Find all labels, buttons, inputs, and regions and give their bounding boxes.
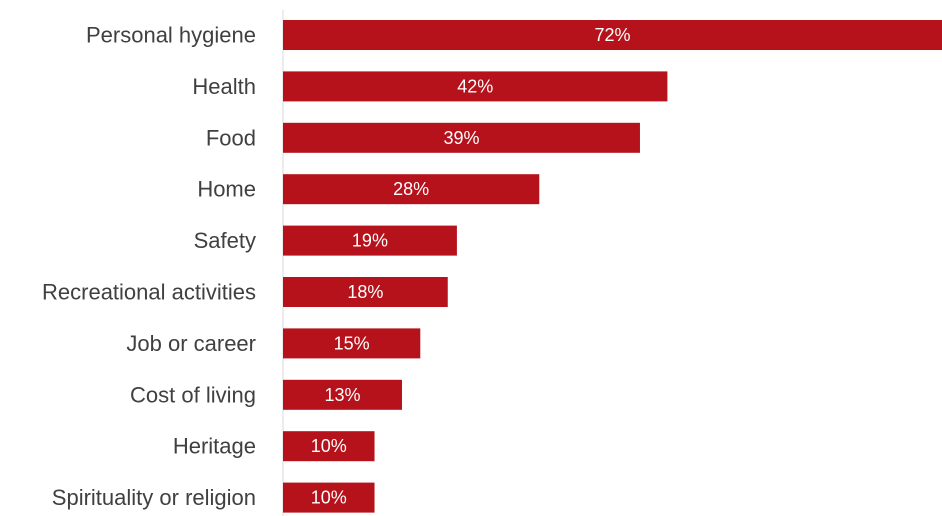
data-label: 18% — [347, 282, 383, 302]
bar — [283, 225, 457, 256]
data-label: 28% — [393, 179, 429, 199]
data-label: 72% — [594, 25, 630, 45]
category-label: Recreational activities — [42, 280, 256, 305]
bar — [283, 379, 402, 410]
bar — [283, 174, 540, 205]
category-label: Spirituality or religion — [52, 485, 256, 510]
bar — [283, 277, 448, 307]
data-label: 10% — [311, 436, 347, 456]
category-label: Cost of living — [130, 382, 256, 407]
data-label: 19% — [352, 231, 388, 251]
category-label: Food — [206, 125, 256, 150]
category-labels: Personal hygiene Health Food Home Safety Recr… — [42, 23, 256, 511]
data-labels: 72% 42% 39% 28% 19% 18% 15% 13% 10% 10% — [311, 25, 631, 508]
bar — [283, 482, 375, 513]
category-label: Personal hygiene — [86, 23, 256, 48]
bar — [283, 122, 640, 153]
data-label: 42% — [457, 76, 493, 96]
category-label: Health — [192, 74, 256, 99]
data-label: 13% — [324, 385, 360, 405]
bar — [283, 20, 942, 50]
bar — [283, 328, 421, 359]
category-label: Heritage — [173, 434, 256, 459]
bar — [283, 431, 375, 462]
bars-group — [283, 20, 942, 513]
data-label: 15% — [334, 333, 370, 353]
category-label: Home — [197, 177, 256, 202]
category-label: Job or career — [126, 331, 256, 356]
data-label: 10% — [311, 488, 347, 508]
category-label: Safety — [194, 228, 256, 253]
data-label: 39% — [443, 128, 479, 148]
bar — [283, 71, 668, 102]
